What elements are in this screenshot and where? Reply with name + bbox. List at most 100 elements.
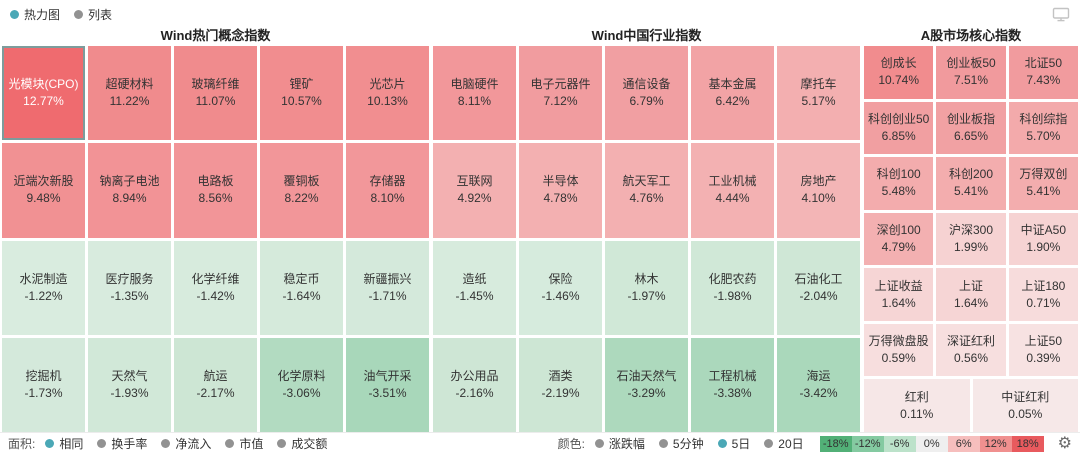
heatmap-cell[interactable]: 创业板指 6.65% xyxy=(936,101,1006,155)
settings-gear-icon[interactable]: ⚙ xyxy=(1057,434,1072,452)
cell-label: 林木 xyxy=(634,271,659,286)
heatmap-cell[interactable]: 光芯片 10.13% xyxy=(346,46,429,141)
heatmap-cell[interactable]: 油气开采 -3.51% xyxy=(346,337,429,432)
heatmap-cell[interactable]: 化学纤维 -1.42% xyxy=(174,240,257,335)
heatmap-cell[interactable]: 玻璃纤维 11.07% xyxy=(174,46,257,141)
heatmap-cell[interactable]: 保险 -1.46% xyxy=(519,240,602,335)
heatmap-cell[interactable]: 科创200 5.41% xyxy=(936,157,1006,210)
heatmap-cell[interactable]: 互联网 4.92% xyxy=(433,143,516,238)
heatmap-cell[interactable]: 中证A50 1.90% xyxy=(1008,212,1078,266)
heatmap-cell[interactable]: 基本金属 6.42% xyxy=(691,46,774,141)
view-option-1[interactable]: 列表 xyxy=(74,6,112,23)
cell-value: -3.29% xyxy=(627,385,666,400)
heatmap-cell[interactable]: 摩托车 5.17% xyxy=(777,46,860,141)
heatmap-cell[interactable]: 半导体 4.78% xyxy=(519,143,602,238)
heatmap-cell[interactable]: 造纸 -1.45% xyxy=(433,240,516,335)
heatmap-cell[interactable]: 万得双创 5.41% xyxy=(1008,157,1078,210)
heatmap-cell[interactable]: 天然气 -1.93% xyxy=(88,337,171,432)
heatmap-cell[interactable]: 中证红利 0.05% xyxy=(972,379,1078,432)
heatmap-cell[interactable]: 超硬材料 11.22% xyxy=(88,46,171,141)
heatmap-cell[interactable]: 电路板 8.56% xyxy=(174,143,257,238)
heatmap-cell[interactable]: 航天军工 4.76% xyxy=(605,143,688,238)
heatmap-cell[interactable]: 化学原料 -3.06% xyxy=(260,337,343,432)
heatmap-cell[interactable]: 近端次新股 9.48% xyxy=(2,143,85,238)
cell-value: -1.45% xyxy=(455,288,494,303)
cell-value: 8.94% xyxy=(112,191,147,206)
heatmap-cell[interactable]: 钠离子电池 8.94% xyxy=(88,143,171,238)
color-option-0[interactable]: 涨跌幅 xyxy=(594,435,645,452)
cell-label: 上证180 xyxy=(1021,278,1066,293)
heatmap-cell[interactable]: 科创创业50 6.85% xyxy=(864,101,934,155)
cell-label: 锂矿 xyxy=(289,77,314,92)
heatmap-cell[interactable]: 工程机械 -3.38% xyxy=(691,337,774,432)
cell-value: 6.79% xyxy=(629,94,664,109)
view-option-0[interactable]: 热力图 xyxy=(10,6,60,23)
heatmap-cell[interactable]: 创成长 10.74% xyxy=(864,46,934,99)
heatmap-cell[interactable]: 酒类 -2.19% xyxy=(519,337,602,432)
cell-value: 0.59% xyxy=(881,351,916,366)
area-option-0[interactable]: 相同 xyxy=(45,435,83,452)
heatmap-cell[interactable]: 存储器 8.10% xyxy=(346,143,429,238)
cell-label: 中证红利 xyxy=(1001,389,1050,404)
heatmap-cell[interactable]: 海运 -3.42% xyxy=(777,337,860,432)
heatmap-cell[interactable]: 新疆振兴 -1.71% xyxy=(346,240,429,335)
area-radio-dot xyxy=(161,439,171,448)
color-option-1[interactable]: 5分钟 xyxy=(658,435,704,452)
cell-value: 4.92% xyxy=(457,191,492,206)
heatmap-cell[interactable]: 科创100 5.48% xyxy=(864,157,934,210)
heatmap-cell[interactable]: 房地产 4.10% xyxy=(777,143,860,238)
heatmap-cell[interactable]: 石油化工 -2.04% xyxy=(777,240,860,335)
heatmap-cell[interactable]: 稳定币 -1.64% xyxy=(260,240,343,335)
cell-label: 房地产 xyxy=(800,174,837,189)
heatmap-cell[interactable]: 化肥农药 -1.98% xyxy=(691,240,774,335)
heatmap-cell[interactable]: 深创100 4.79% xyxy=(864,212,934,266)
cell-label: 工程机械 xyxy=(708,368,757,383)
cell-label: 水泥制造 xyxy=(19,271,68,286)
heatmap-cell[interactable]: 光模块(CPO) 12.77% xyxy=(2,46,85,141)
area-option-4[interactable]: 成交额 xyxy=(277,435,327,452)
heatmap-cell[interactable]: 上证收益 1.64% xyxy=(864,268,934,321)
monitor-export-icon[interactable] xyxy=(1052,7,1070,22)
heatmap-cell[interactable]: 挖掘机 -1.73% xyxy=(2,337,85,432)
legend-swatch: -18% xyxy=(819,435,852,452)
area-option-1[interactable]: 换手率 xyxy=(97,435,147,452)
cell-label: 创业板50 xyxy=(946,56,996,71)
area-option-label: 成交额 xyxy=(291,437,328,451)
heatmap-cell[interactable]: 锂矿 10.57% xyxy=(260,46,343,141)
cell-value: 8.10% xyxy=(370,191,405,206)
heatmap-cell[interactable]: 上证50 0.39% xyxy=(1008,323,1078,377)
color-option-2[interactable]: 5日 xyxy=(717,435,750,452)
color-option-3[interactable]: 20日 xyxy=(764,435,804,452)
heatmap-cell[interactable]: 上证 1.64% xyxy=(936,268,1006,321)
cell-label: 航天军工 xyxy=(622,174,671,189)
heatmap-cell[interactable]: 深证红利 0.56% xyxy=(936,323,1006,377)
heatmap-cell[interactable]: 林木 -1.97% xyxy=(605,240,688,335)
cell-label: 化学纤维 xyxy=(191,271,240,286)
heatmap-cell[interactable]: 科创综指 5.70% xyxy=(1008,101,1078,155)
heatmap-cell[interactable]: 水泥制造 -1.22% xyxy=(2,240,85,335)
heatmap-cell[interactable]: 创业板50 7.51% xyxy=(936,46,1006,99)
cell-value: 5.17% xyxy=(801,94,836,109)
cell-value: 1.64% xyxy=(881,295,916,310)
heatmap-cell[interactable]: 电子元器件 7.12% xyxy=(519,46,602,141)
heatmap-cell[interactable]: 办公用品 -2.16% xyxy=(433,337,516,432)
color-label: 颜色: xyxy=(557,437,585,451)
heatmap-cell[interactable]: 北证50 7.43% xyxy=(1008,46,1078,99)
area-option-3[interactable]: 市值 xyxy=(225,435,263,452)
heatmap-cell[interactable]: 红利 0.11% xyxy=(864,379,970,432)
cell-value: 5.41% xyxy=(1026,184,1061,199)
heatmap-cell[interactable]: 通信设备 6.79% xyxy=(605,46,688,141)
area-option-2[interactable]: 净流入 xyxy=(161,435,211,452)
cell-value: -3.06% xyxy=(282,385,321,400)
heatmap-cell[interactable]: 航运 -2.17% xyxy=(174,337,257,432)
heatmap-cell[interactable]: 覆铜板 8.22% xyxy=(260,143,343,238)
heatmap-cell[interactable]: 工业机械 4.44% xyxy=(691,143,774,238)
heatmap-cell[interactable]: 医疗服务 -1.35% xyxy=(88,240,171,335)
heatmap-cell[interactable]: 石油天然气 -3.29% xyxy=(605,337,688,432)
heatmap-cell[interactable]: 沪深300 1.99% xyxy=(936,212,1006,266)
heatmap-cell[interactable]: 上证180 0.71% xyxy=(1008,268,1078,321)
cell-label: 海运 xyxy=(806,368,831,383)
heatmap-cell[interactable]: 电脑硬件 8.11% xyxy=(433,46,516,141)
heatmap-cell[interactable]: 万得微盘股 0.59% xyxy=(864,323,934,377)
cell-value: 0.56% xyxy=(953,351,988,366)
